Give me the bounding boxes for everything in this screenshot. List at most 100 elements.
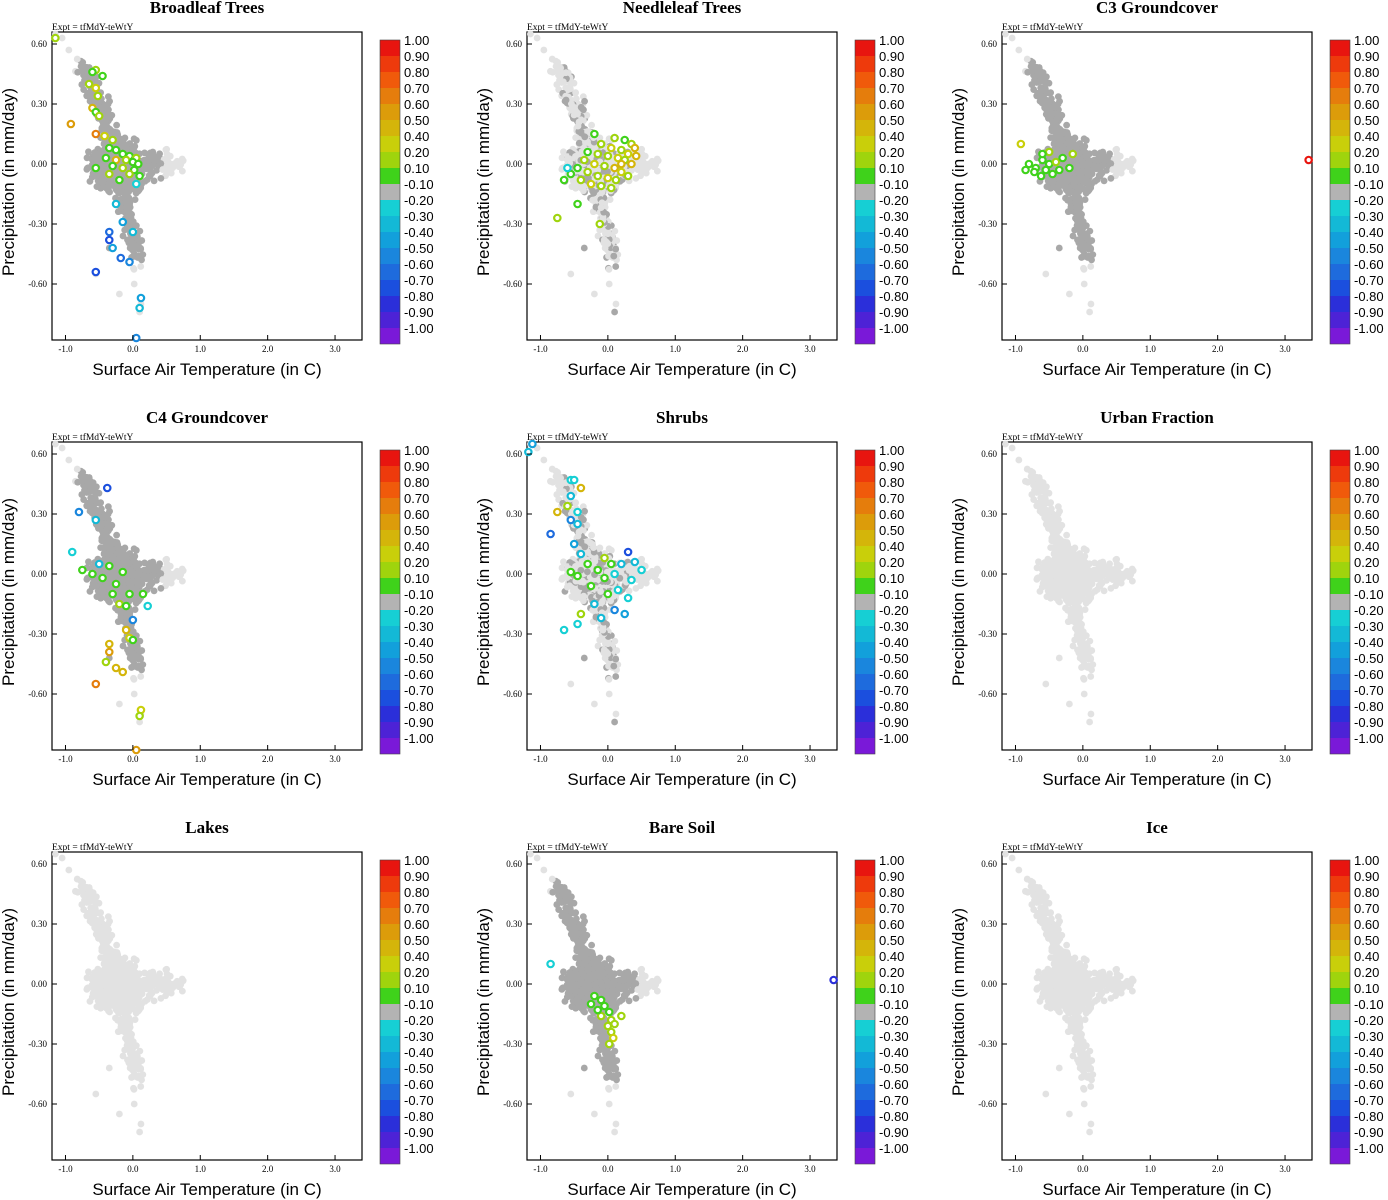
data-point	[1048, 169, 1057, 179]
colorbar-label: -1.00	[404, 321, 434, 336]
colorbar-swatch	[380, 136, 400, 152]
cloud-point	[58, 34, 66, 42]
cloud-point	[125, 236, 133, 244]
data-point	[606, 143, 616, 153]
data-point	[611, 175, 621, 185]
y-tick-label: -0.30	[503, 219, 522, 229]
cloud-point	[1008, 34, 1016, 42]
colorbar-swatch	[380, 152, 400, 168]
cloud-point	[159, 166, 167, 173]
cloud-point	[105, 182, 113, 190]
cloud-point	[1088, 237, 1096, 244]
x-axis-label: Surface Air Temperature (in C)	[567, 360, 796, 379]
cloud-point	[589, 187, 597, 195]
cloud-point	[130, 280, 138, 288]
cloud-point	[1079, 230, 1087, 238]
y-tick-label: -0.60	[28, 279, 47, 289]
y-tick-label: -0.60	[978, 279, 997, 289]
cloud-point	[533, 34, 541, 42]
data-point	[631, 151, 641, 161]
colorbar-swatch	[1330, 168, 1350, 184]
cloud-point	[131, 196, 139, 204]
cloud-point	[65, 46, 73, 54]
colorbar-label: 0.50	[879, 113, 904, 128]
colorbar-swatch	[855, 136, 875, 152]
cloud-point	[84, 164, 92, 172]
data-point	[115, 175, 124, 185]
data-point	[583, 167, 592, 177]
x-tick-label: 2.0	[737, 344, 749, 354]
colorbar-swatch	[1330, 232, 1350, 248]
data-point	[84, 79, 94, 89]
cloud-point	[130, 144, 138, 152]
colorbar-swatch	[380, 312, 400, 328]
cloud-point	[99, 122, 107, 130]
cloud-point	[1047, 95, 1055, 103]
x-tick-label: -1.0	[58, 344, 73, 354]
data-point	[91, 83, 101, 93]
cloud-point	[122, 178, 129, 185]
colorbar-label: 0.90	[1354, 49, 1379, 64]
colorbar-swatch	[380, 56, 400, 72]
colorbar-swatch	[380, 168, 400, 184]
cloud-point	[115, 290, 123, 298]
colorbar-label: -0.90	[404, 305, 434, 320]
data-point	[118, 163, 128, 173]
cloud-point	[73, 55, 81, 63]
data-point	[553, 213, 562, 223]
data-point	[595, 219, 605, 229]
data-point	[1036, 171, 1046, 181]
cloud-point	[567, 270, 575, 278]
data-point	[1304, 155, 1313, 165]
colorbar-swatch	[380, 184, 400, 200]
cloud-point	[162, 146, 170, 154]
colorbar-label: 0.60	[1354, 97, 1379, 112]
data-point	[91, 129, 101, 139]
data-point	[111, 199, 121, 209]
cloud-point	[1116, 167, 1124, 175]
data-point	[617, 159, 626, 169]
cloud-point	[1086, 227, 1094, 235]
colorbar-label: 1.00	[404, 33, 429, 48]
cloud-point	[130, 545, 138, 553]
colorbar-swatch	[855, 200, 875, 216]
cloud-point	[1063, 121, 1071, 129]
y-axis-label: Precipitation (in mm/day)	[0, 88, 18, 276]
data-point	[100, 131, 109, 141]
cloud-point	[113, 121, 121, 129]
colorbar-label: 0.20	[879, 145, 904, 160]
colorbar-label: 0.40	[404, 129, 429, 144]
colorbar: 1.000.900.800.700.600.500.400.200.10-0.1…	[854, 33, 909, 345]
cloud-point	[108, 111, 116, 119]
colorbar-swatch	[855, 168, 875, 184]
x-tick-label: 1.0	[1145, 344, 1157, 354]
data-point	[104, 227, 114, 237]
colorbar-label: -0.80	[1354, 289, 1384, 304]
data-point	[603, 151, 613, 161]
data-point	[131, 333, 141, 343]
y-tick-label: -0.30	[978, 219, 997, 229]
colorbar-swatch	[1330, 184, 1350, 200]
cloud-point	[141, 177, 149, 185]
data-point	[1058, 153, 1067, 163]
cloud-point	[613, 237, 621, 244]
colorbar-swatch	[855, 232, 875, 248]
cloud-point	[572, 95, 580, 103]
cloud-point	[588, 121, 596, 129]
colorbar-swatch	[1330, 280, 1350, 296]
expt-label: Expt = tfMdY-teWtY	[52, 432, 133, 443]
colorbar-label: -0.60	[404, 257, 434, 272]
cloud-point	[136, 227, 144, 235]
data-point	[116, 253, 126, 263]
colorbar-label: -0.10	[404, 177, 434, 192]
cloud-point	[1112, 146, 1120, 154]
colorbar-label: -0.20	[1354, 193, 1384, 208]
colorbar-label: 0.60	[879, 97, 904, 112]
cloud-point	[1066, 175, 1074, 182]
cloud-point	[1073, 188, 1081, 196]
colorbar-label: -0.40	[404, 225, 434, 240]
data-point	[101, 153, 111, 163]
x-tick-label: 0.0	[127, 344, 139, 354]
colorbar-label: -0.20	[404, 193, 434, 208]
cloud-point	[1056, 97, 1063, 105]
